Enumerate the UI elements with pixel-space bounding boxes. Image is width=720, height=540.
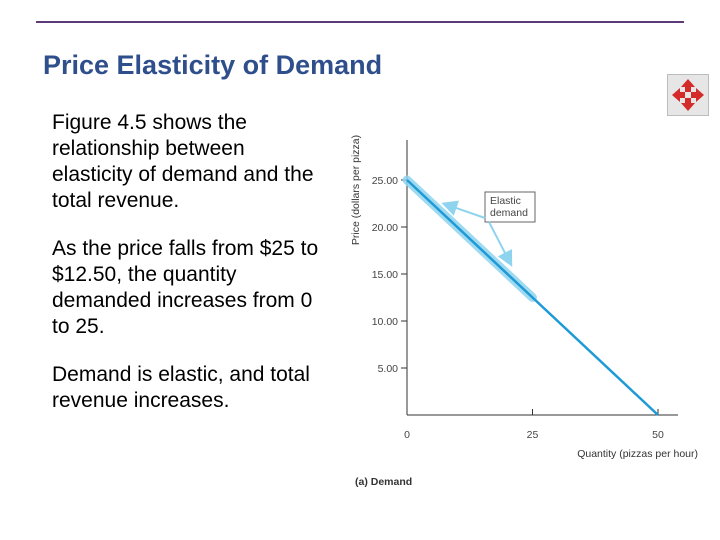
demand-chart: 5.00 10.00 15.00 20.00 25.00 0 25 50 Price (doll…: [350, 135, 698, 488]
annotation-arrow: [488, 221, 513, 267]
y-tick-label: 5.00: [378, 363, 399, 375]
annotation-label: Elastic: [490, 195, 521, 207]
x-tick-label: 50: [652, 429, 664, 441]
y-tick-label: 25.00: [372, 175, 398, 187]
chart-caption: (a) Demand: [355, 476, 412, 488]
title-rule: [36, 21, 684, 23]
y-tick-label: 15.00: [372, 269, 398, 281]
annotation-label: demand: [490, 207, 528, 219]
annotation-box: [484, 191, 536, 223]
x-tick-label: 25: [527, 429, 539, 441]
bullet-text-1: Figure 4.5 shows the relationship betwee…: [52, 111, 314, 212]
bullet-text-2: As the price falls from $25 to $12.50, t…: [52, 237, 319, 338]
slide-title: Price Elasticity of Demand: [43, 50, 383, 80]
move-arrows-icon[interactable]: [667, 74, 709, 116]
y-tick-label: 20.00: [372, 222, 398, 234]
y-axis-label: Price (dollars per pizza): [350, 135, 362, 245]
x-tick-label: 0: [404, 429, 410, 441]
y-tick-label: 10.00: [372, 316, 398, 328]
bullet-text-3: Demand is elastic, and total revenue inc…: [52, 363, 310, 412]
demand-curve: [406, 179, 659, 416]
x-axis-label: Quantity (pizzas per hour): [577, 448, 698, 460]
annotation-arrow: [441, 200, 486, 219]
